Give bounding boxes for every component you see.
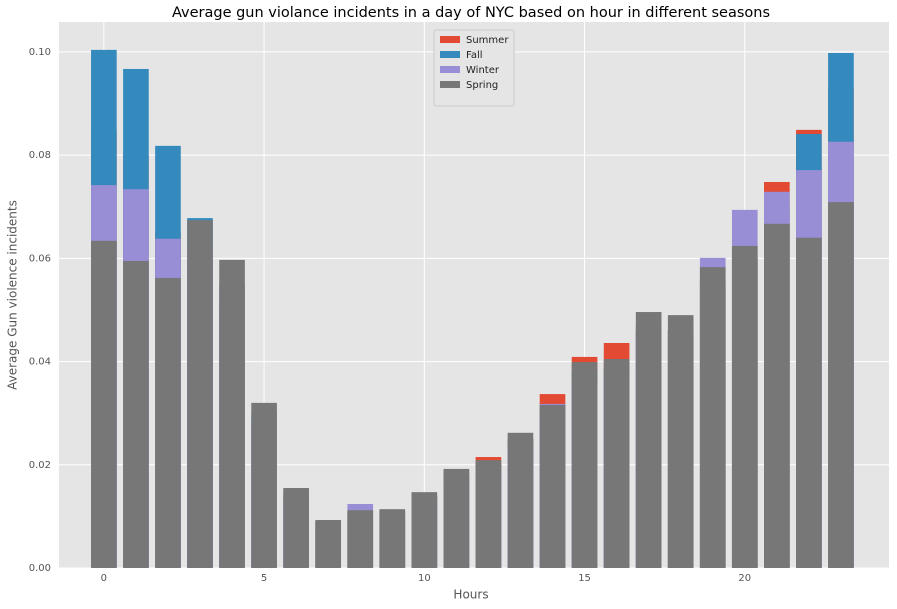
bar xyxy=(443,468,470,568)
legend-label: Summer xyxy=(466,35,509,46)
bar xyxy=(828,202,854,568)
x-axis-label: Hours xyxy=(453,588,488,602)
bar xyxy=(187,220,213,568)
bar xyxy=(571,362,598,568)
bar xyxy=(764,223,790,569)
y-tick-label: 0.10 xyxy=(29,47,51,58)
bar xyxy=(91,240,117,568)
bar xyxy=(155,277,181,568)
legend-swatch xyxy=(440,36,460,43)
bar xyxy=(699,267,726,568)
y-tick-label: 0.06 xyxy=(29,253,51,264)
bar xyxy=(251,402,277,568)
legend-swatch xyxy=(440,51,460,58)
y-tick-label: 0.08 xyxy=(29,150,51,161)
bar xyxy=(123,260,149,568)
legend-swatch xyxy=(440,81,460,88)
bar xyxy=(635,312,662,568)
y-tick-label: 0.02 xyxy=(29,460,51,471)
x-tick-label: 10 xyxy=(418,573,431,584)
x-tick-label: 5 xyxy=(261,573,267,584)
legend-label: Fall xyxy=(466,50,483,61)
legend-label: Winter xyxy=(466,65,500,76)
bar xyxy=(315,520,342,568)
bar xyxy=(379,509,406,568)
bar xyxy=(411,492,438,568)
y-axis-label: Average Gun violence incidents xyxy=(6,200,20,390)
x-tick-label: 0 xyxy=(101,573,107,584)
bar xyxy=(731,245,758,568)
bar xyxy=(283,488,309,568)
legend-swatch xyxy=(440,66,460,73)
y-tick-label: 0.00 xyxy=(29,563,51,574)
bar xyxy=(475,460,502,568)
bar xyxy=(667,315,694,568)
bar xyxy=(796,237,822,569)
bar xyxy=(347,510,374,568)
bar xyxy=(219,259,245,568)
y-tick-label: 0.04 xyxy=(29,357,51,368)
x-tick-label: 15 xyxy=(578,573,591,584)
bar xyxy=(507,432,534,568)
bar xyxy=(539,404,566,568)
bar xyxy=(603,358,630,568)
legend-label: Spring xyxy=(466,80,498,91)
x-tick-label: 20 xyxy=(738,573,751,584)
chart-title: Average gun violance incidents in a day … xyxy=(172,5,770,21)
